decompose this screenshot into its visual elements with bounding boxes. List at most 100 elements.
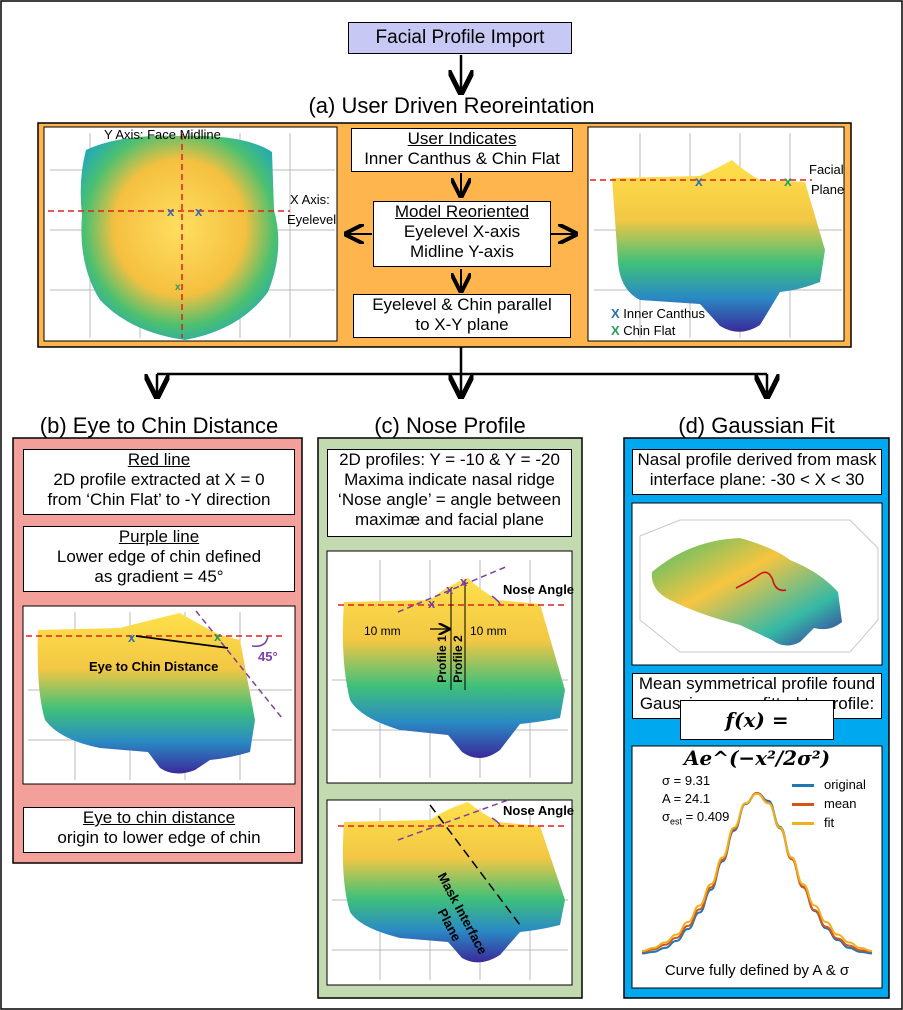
gaussian-legend: original mean fit [792, 775, 866, 832]
step2-line2: Midline Y-axis [410, 242, 514, 261]
b-box2-line2: as gradient = 45° [94, 567, 224, 586]
formula-text: f(x) = Ae^(−x²/2σ²) [683, 708, 831, 770]
maxima-marker-c: x [460, 574, 468, 589]
b-canthus-marker: x [128, 630, 136, 645]
c-box-line4: maximæ and facial plane [355, 510, 544, 529]
import-title: Facial Profile Import [375, 27, 545, 48]
step1-heading: User Indicates [407, 129, 517, 148]
gaussian-chart-frame [631, 745, 883, 989]
import-title-box: Facial Profile Import [348, 22, 572, 54]
gaussian-3d-mesh [651, 538, 842, 646]
b-purple-line-box: Purple line Lower edge of chin defined a… [23, 526, 295, 592]
d-box2-line1: Mean symmetrical profile found [638, 674, 876, 693]
nose-mesh-2 [342, 802, 565, 963]
step-parallel: Eyelevel & Chin parallel to X-Y plane [353, 294, 571, 338]
series-line-fit [641, 792, 873, 953]
side-face-mesh [612, 160, 825, 332]
maxima-marker-a: x [428, 596, 436, 611]
c-box-line1: 2D profiles: Y = -10 & Y = -20 [339, 450, 560, 469]
x-axis-label: X Axis: [290, 192, 330, 207]
dist-label-right: 10 mm [470, 624, 507, 638]
sigma-est-value: = 0.409 [682, 809, 730, 824]
canthus-marker: x [695, 173, 703, 189]
legend-item-fit: fit [792, 813, 866, 832]
gaussian-chart [641, 792, 873, 955]
section-d-title: (d) Gaussian Fit [678, 413, 835, 438]
eye-chin-label: Eye to Chin Distance [89, 659, 219, 674]
d-box1-line2: interface plane: -30 < X < 30 [649, 470, 865, 489]
b-box1-line1: 2D profile extracted at X = 0 [53, 470, 265, 489]
nose-angle-label-1: Nose Angle [503, 582, 575, 597]
plot-box-3d [639, 519, 879, 653]
step3-line1: Eyelevel & Chin parallel [372, 295, 552, 314]
distance-line [135, 635, 229, 649]
sigma-est-sub: est [670, 816, 683, 827]
nose-angle-arc-2 [491, 817, 501, 827]
legend-marker-canthus: X [611, 306, 620, 321]
sigma-est-symbol: σ [662, 809, 671, 824]
nasal-profile-curve [735, 571, 787, 592]
step1-line: Inner Canthus & Chin Flat [364, 149, 560, 168]
chinflat-marker: x [784, 173, 792, 189]
section-a-title: (a) User Driven Reoreintation [308, 93, 595, 118]
nose-mesh-1 [342, 578, 565, 759]
plane-label: Plane [811, 182, 845, 197]
legend-item-chin: X Chin Flat [611, 322, 705, 339]
c-box-line3: ‘Nose angle’ = angle between [338, 490, 561, 509]
b-box1-heading: Red line [127, 450, 191, 469]
b-distance-box: Eye to chin distance origin to lower edg… [23, 807, 295, 853]
legend-item-original: original [792, 775, 866, 794]
legend-a: X Inner Canthus X Chin Flat [611, 305, 705, 339]
y-axis-label: Y Axis: Face Midline [104, 127, 221, 142]
purple-gradient-line [195, 610, 283, 719]
b-box1-line2: from ‘Chin Flat’ to -Y direction [47, 490, 271, 509]
b-red-line-box: Red line 2D profile extracted at X = 0 f… [23, 449, 295, 515]
canthus-marker-right: x [195, 204, 203, 219]
fit-params: σ = 9.31 A = 24.1 σest = 0.409 [662, 772, 729, 831]
gaussian-formula: f(x) = Ae^(−x²/2σ²) [680, 700, 834, 770]
eye-chin-mesh [37, 613, 255, 774]
c-box-line2: Maxima indicate nasal ridge [344, 470, 555, 489]
section-b-title: (b) Eye to Chin Distance [39, 413, 279, 438]
nose-angle-label-2: Nose Angle [503, 803, 575, 818]
d-box-1: Nasal profile derived from mask interfac… [632, 449, 882, 495]
maxima-marker-b: x [446, 582, 454, 597]
front-face-mesh [80, 135, 279, 340]
step-model-reoriented: Model Reoriented Eyelevel X-axis Midline… [373, 201, 551, 267]
step-user-indicates: User Indicates Inner Canthus & Chin Flat [351, 128, 573, 172]
dist-label-left: 10 mm [364, 624, 401, 638]
legend-label-canthus: Inner Canthus [623, 306, 705, 321]
eyelevel-label: Eyelevel [287, 212, 337, 227]
legend-swatch-fit [792, 822, 814, 826]
legend-label-mean: mean [824, 796, 857, 811]
b-chin-marker: x [214, 629, 222, 644]
angle-arc [251, 635, 269, 648]
param-sigma-est: σest = 0.409 [662, 808, 729, 831]
step3-line2: to X-Y plane [415, 315, 509, 334]
param-sigma: σ = 9.31 [662, 773, 711, 788]
b-box3-heading: Eye to chin distance [82, 808, 236, 827]
facial-label: Facial [809, 162, 844, 177]
b-box2-heading: Purple line [118, 527, 200, 546]
legend-label-chin: Chin Flat [623, 323, 676, 338]
chin-marker: x [175, 282, 181, 293]
profile-2-label: Profile 2 [451, 635, 465, 683]
legend-item-canthus: X Inner Canthus [611, 305, 705, 322]
chart-caption: Curve fully defined by A & σ [664, 962, 850, 979]
b-box3-line: origin to lower edge of chin [57, 828, 261, 847]
legend-swatch-original [792, 784, 814, 788]
angle-45-label: 45° [258, 649, 278, 664]
profile-1-label: Profile 1 [435, 635, 449, 683]
d-box1-line1: Nasal profile derived from mask [637, 450, 877, 469]
c-description-box: 2D profiles: Y = -10 & Y = -20 Maxima in… [327, 449, 572, 537]
section-c-title: (c) Nose Profile [374, 413, 526, 438]
mask-interface-line [429, 804, 521, 926]
param-A: A = 24.1 [662, 791, 711, 806]
canthus-marker-left: x [167, 204, 175, 219]
step2-line1: Eyelevel X-axis [403, 222, 521, 241]
step2-heading: Model Reoriented [394, 202, 530, 221]
b-box2-line1: Lower edge of chin defined [56, 547, 262, 566]
legend-label-fit: fit [824, 815, 835, 830]
nose-angle-arc-1 [491, 595, 501, 606]
